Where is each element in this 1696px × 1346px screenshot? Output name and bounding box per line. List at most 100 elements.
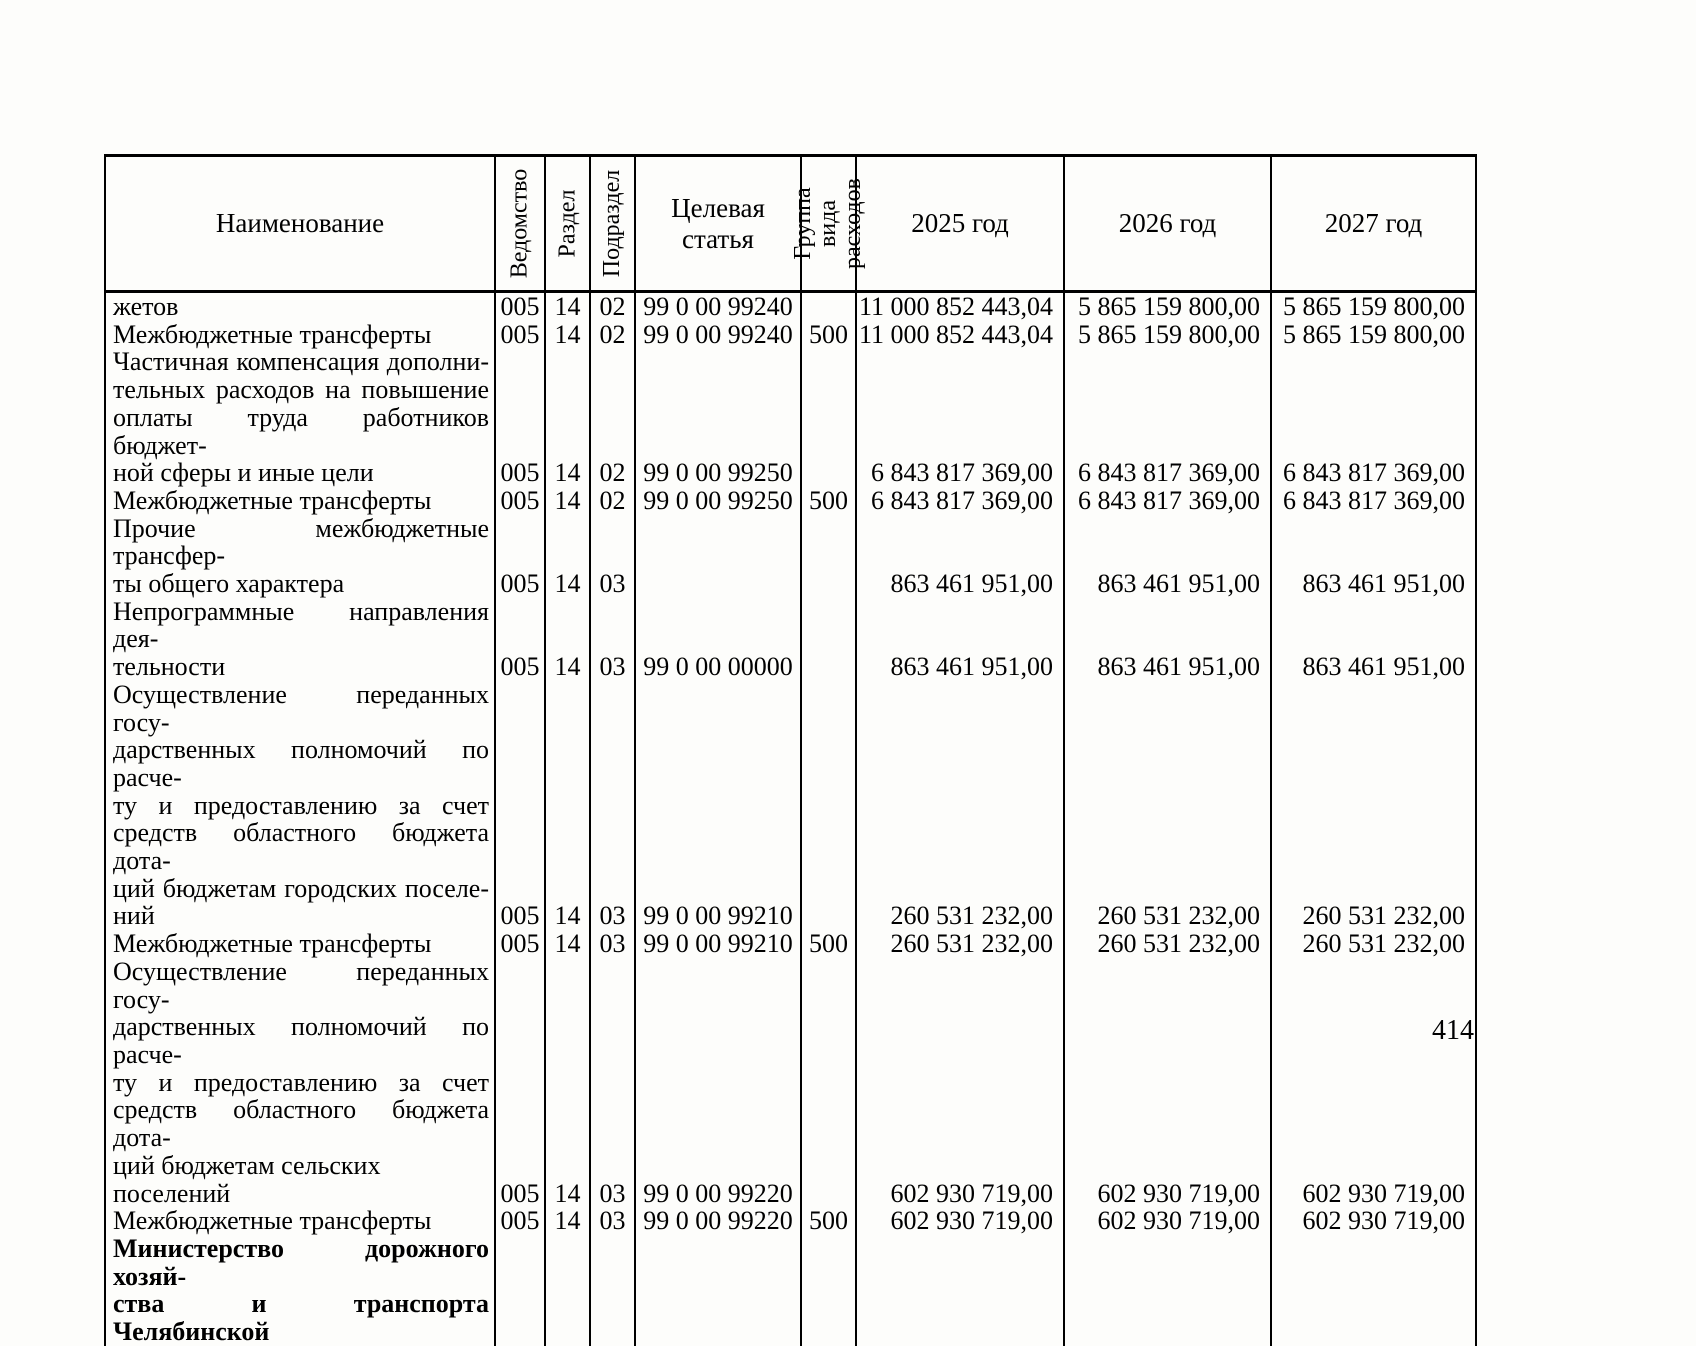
name-line: Осуществление переданных госу- (113, 679, 489, 737)
header-expense-group: Группа вида расходов (790, 154, 866, 293)
name-line: Частичная компенсация дополни- (113, 347, 489, 377)
cell-name: Осуществление переданных госу-дарственны… (104, 679, 496, 931)
cell-y2026: 5 865 159 800,00 (1063, 320, 1272, 349)
cell-expense_group: 500 (800, 930, 857, 958)
cell-y2027: 863 461 951,00 (1270, 514, 1477, 598)
cell-y2025: 11 000 852 443,04 (855, 320, 1065, 349)
table-row: Межбюджетные трансферты 005 14 03 99 0 00 99… (104, 1207, 1477, 1235)
name-line: тельности (113, 652, 226, 682)
cell-podrazdel: 03 (589, 957, 636, 1208)
header-year-2027-label: 2027 год (1324, 208, 1423, 238)
name-line: Осуществление переданных госу- (113, 956, 489, 1014)
cell-razdel: 14 (544, 957, 591, 1208)
budget-table: Наименование Ведомство Раздел Подраздел … (104, 154, 1477, 1346)
cell-y2026: 6 843 817 369,00 (1063, 487, 1272, 515)
cell-vedomstvo: 005 (494, 930, 546, 958)
cell-target_article: 99 0 00 99220 (634, 1207, 802, 1235)
cell-vedomstvo: 005 (494, 597, 546, 681)
header-year-2025-label: 2025 год (911, 208, 1009, 238)
cell-razdel: 14 (544, 514, 591, 598)
header-razdel-label: Раздел (554, 189, 581, 258)
cell-vedomstvo: 005 (494, 1207, 546, 1235)
cell-y2026: 863 461 951,00 (1063, 514, 1272, 598)
cell-y2025: 863 461 951,00 (855, 597, 1065, 681)
name-line: Прочие межбюджетные трансфер- (113, 513, 489, 571)
name-line: средств областного бюджета дота- (113, 1095, 489, 1153)
name-line: Межбюджетные трансферты (113, 929, 432, 959)
cell-y2027: 5 865 159 800,00 (1270, 320, 1477, 349)
header-year-2026-label: 2026 год (1118, 208, 1217, 238)
cell-podrazdel: 02 (589, 320, 636, 349)
cell-target_article: 99 0 00 99220 (634, 957, 802, 1208)
header-razdel: Раздел (544, 154, 591, 293)
name-line: жетов (113, 292, 179, 321)
cell-y2025 (855, 1234, 1065, 1346)
cell-expense_group (800, 291, 857, 321)
header-podrazdel-label: Подраздел (599, 169, 626, 278)
cell-expense_group: 500 (800, 1207, 857, 1235)
cell-y2026: 6 843 817 369,00 (1063, 348, 1272, 487)
name-line: ций бюджетам городских поселе- (113, 873, 489, 903)
cell-y2027: 863 461 951,00 (1270, 597, 1477, 681)
cell-name: Частичная компенсация дополни-тельных ра… (104, 347, 496, 487)
name-line: дарственных полномочий по расче- (113, 735, 489, 792)
header-name: Наименование (104, 154, 496, 293)
cell-y2025: 11 000 852 443,04 (855, 291, 1065, 321)
cell-y2026: 260 531 232,00 (1063, 680, 1272, 931)
cell-y2025: 602 930 719,00 (855, 1207, 1065, 1235)
cell-y2027: 5 865 159 800,00 (1270, 291, 1477, 321)
cell-expense_group (800, 597, 857, 681)
cell-podrazdel (589, 1234, 636, 1346)
cell-podrazdel: 02 (589, 291, 636, 321)
name-line: ту и предоставлению за счет (113, 790, 489, 820)
header-target-article-label: Целевая статья (671, 192, 765, 254)
header-year-2025: 2025 год (855, 154, 1065, 293)
cell-y2027 (1270, 1234, 1477, 1346)
table-row: Прочие межбюджетные трансфер-ты общего х… (104, 513, 1477, 598)
table-row: Осуществление переданных госу-дарственны… (104, 679, 1477, 931)
header-year-2026: 2026 год (1063, 154, 1272, 293)
name-line: дарственных полномочий по расче- (113, 1012, 489, 1069)
name-line: ний (113, 901, 155, 931)
cell-vedomstvo: 005 (494, 957, 546, 1208)
cell-podrazdel: 03 (589, 930, 636, 958)
cell-razdel: 14 (544, 597, 591, 681)
header-razdel-wrap: Раздел (546, 157, 589, 290)
cell-name: Межбюджетные трансферты (104, 929, 496, 959)
cell-expense_group (800, 957, 857, 1208)
cell-target_article: 99 0 00 99250 (634, 487, 802, 515)
cell-y2027: 6 843 817 369,00 (1270, 348, 1477, 487)
header-year-2027: 2027 год (1270, 154, 1477, 293)
cell-vedomstvo: 005 (494, 320, 546, 349)
name-line: Непрограммные направления дея- (113, 596, 489, 654)
name-line: ства и транспорта Челябинской (113, 1289, 489, 1346)
cell-y2026: 602 930 719,00 (1063, 1207, 1272, 1235)
cell-vedomstvo: 005 (494, 680, 546, 931)
cell-name: Межбюджетные трансферты (104, 320, 496, 349)
cell-y2026 (1063, 1234, 1272, 1346)
cell-name: Осуществление переданных госу-дарственны… (104, 956, 496, 1208)
table-row: Министерство дорожного хозяй-ства и тран… (104, 1234, 1477, 1346)
cell-y2025: 260 531 232,00 (855, 930, 1065, 958)
cell-expense_group (800, 1234, 857, 1346)
cell-vedomstvo: 005 (494, 514, 546, 598)
cell-name: Прочие межбюджетные трансфер-ты общего х… (104, 513, 496, 598)
cell-expense_group (800, 514, 857, 598)
table-row: Осуществление переданных госу-дарственны… (104, 956, 1477, 1208)
cell-target_article: 99 0 00 99240 (634, 291, 802, 321)
cell-target_article: 99 0 00 00000 (634, 597, 802, 681)
header-podrazdel: Подраздел (589, 154, 636, 293)
cell-expense_group (800, 680, 857, 931)
header-expense-group-label: Группа вида расходов (790, 178, 866, 269)
cell-target_article: 99 0 00 99240 (634, 320, 802, 349)
cell-y2027: 260 531 232,00 (1270, 930, 1477, 958)
cell-razdel: 14 (544, 487, 591, 515)
name-line: Межбюджетные трансферты (113, 485, 432, 515)
header-vedomstvo-wrap: Ведомство (496, 157, 544, 290)
cell-target_article: 99 0 00 99250 (634, 348, 802, 487)
cell-name: Министерство дорожного хозяй-ства и тран… (104, 1234, 496, 1346)
cell-target_article: 99 0 00 99210 (634, 930, 802, 958)
cell-podrazdel: 03 (589, 514, 636, 598)
header-podrazdel-wrap: Подраздел (591, 157, 634, 290)
table-row: Межбюджетные трансферты 005 14 02 99 0 00 99… (104, 485, 1477, 515)
